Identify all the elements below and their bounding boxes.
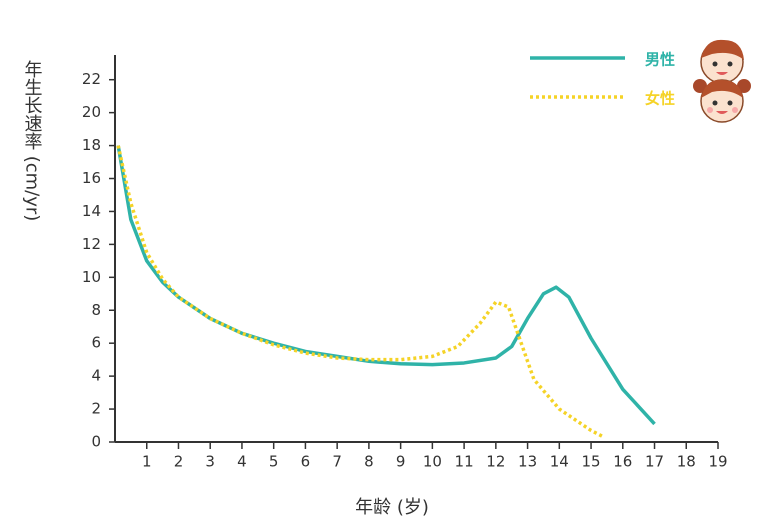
y-tick-label: 22 xyxy=(82,70,101,88)
x-tick-label: 1 xyxy=(142,453,152,471)
y-tick-label: 14 xyxy=(82,202,101,220)
x-tick-label: 16 xyxy=(613,453,632,471)
line-series xyxy=(116,145,605,439)
y-tick-label: 2 xyxy=(91,400,101,418)
x-tick-label: 5 xyxy=(269,453,279,471)
x-tick-label: 10 xyxy=(423,453,442,471)
x-tick-label: 2 xyxy=(174,453,184,471)
x-tick-label: 8 xyxy=(364,453,374,471)
y-tick-label: 12 xyxy=(82,235,101,253)
x-tick-label: 18 xyxy=(677,453,696,471)
y-tick-label: 6 xyxy=(91,334,101,352)
y-tick-label: 4 xyxy=(91,367,101,385)
x-tick-label: 15 xyxy=(582,453,601,471)
x-tick-label: 19 xyxy=(708,453,727,471)
legend-label: 女性 xyxy=(645,90,675,108)
legend-label: 男性 xyxy=(645,51,675,69)
y-tick-label: 10 xyxy=(82,268,101,286)
x-tick-label: 9 xyxy=(396,453,406,471)
y-tick-label: 16 xyxy=(82,169,101,187)
x-tick-label: 12 xyxy=(486,453,505,471)
boy-face xyxy=(700,39,744,84)
line-series xyxy=(116,145,656,426)
y-tick-label: 20 xyxy=(82,103,101,121)
x-tick-label: 13 xyxy=(518,453,537,471)
x-tick-label: 4 xyxy=(237,453,247,471)
y-axis-label: 年生长速率 (cm/yr) xyxy=(22,60,43,221)
y-tick-label: 8 xyxy=(91,301,101,319)
girl-face xyxy=(693,79,751,123)
y-tick-label: 0 xyxy=(91,433,101,451)
x-tick-label: 7 xyxy=(332,453,342,471)
x-tick-label: 14 xyxy=(550,453,569,471)
x-tick-label: 17 xyxy=(645,453,664,471)
x-axis-label: 年龄 (岁) xyxy=(355,497,429,518)
x-tick-label: 3 xyxy=(205,453,215,471)
x-tick-label: 6 xyxy=(301,453,311,471)
y-tick-label: 18 xyxy=(82,136,101,154)
x-tick-label: 11 xyxy=(455,453,474,471)
